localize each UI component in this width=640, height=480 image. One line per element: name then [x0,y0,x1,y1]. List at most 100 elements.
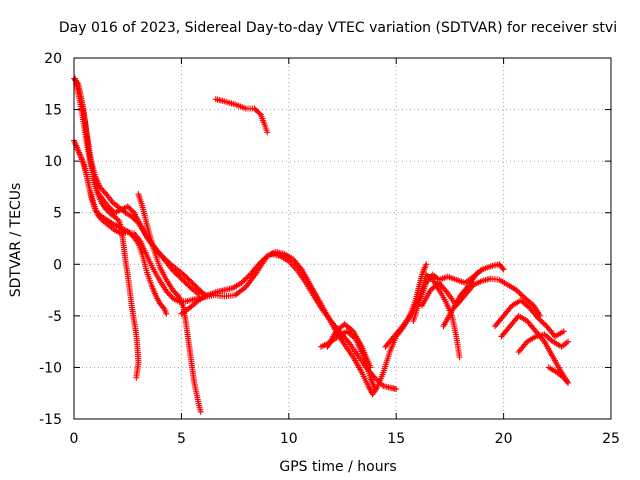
data-point [238,279,245,286]
data-point [255,261,262,268]
y-tick-label: 20 [44,51,62,67]
data-point [264,129,271,136]
x-tick-label: 20 [495,431,513,447]
data-point [374,377,381,384]
data-point [165,290,172,297]
data-point [537,317,544,324]
data-point [524,303,531,310]
data-point [500,266,507,273]
data-point [167,292,174,299]
data-point [542,321,549,328]
data-point [101,189,108,196]
x-axis-label: GPS time / hours [279,459,396,475]
y-tick-label: -10 [39,360,62,376]
y-tick-label: 15 [44,103,62,119]
data-point [516,289,523,296]
data-point [499,265,506,272]
data-point [173,291,180,298]
data-point [260,257,267,264]
data-point [536,316,543,323]
plot-frame [73,57,612,420]
series-arc-15 [440,266,486,330]
data-point [377,380,384,387]
data-point [539,319,546,326]
data-point [172,289,179,296]
data-point [534,314,541,321]
data-point [565,338,572,345]
mark-layer [71,75,572,415]
data-point [133,374,140,381]
data-point [563,378,570,385]
series-arc-18 [515,331,572,355]
data-point [423,261,430,268]
data-point [163,288,170,295]
data-point [194,298,201,305]
data-point [197,408,204,415]
data-point [195,291,202,298]
data-point [164,289,171,296]
data-point [565,379,572,386]
data-point [262,254,269,261]
data-point [174,292,181,299]
data-point [244,274,251,281]
y-tick-label: 0 [53,257,62,273]
data-point [540,320,547,327]
x-tick-label: 15 [387,431,405,447]
data-point [258,258,265,265]
data-point [261,255,268,262]
series-arc-14 [418,275,544,319]
data-point [519,292,526,299]
y-tick-label: 5 [53,206,62,222]
data-point [245,272,252,279]
data-point [517,291,524,298]
data-point [171,288,178,295]
data-point [97,215,104,222]
data-point [367,364,374,371]
data-point [560,328,567,335]
y-tick-label: -5 [48,309,62,325]
data-point [513,287,520,294]
data-point [242,275,249,282]
chart-title: Day 016 of 2023, Sidereal Day-to-day VTE… [59,20,617,36]
data-point [257,259,264,266]
x-tick-label: 25 [602,431,620,447]
x-tick-label: 5 [177,431,186,447]
series-arc-16 [492,297,567,340]
data-point [100,188,107,195]
data-point [373,376,380,383]
data-point [111,213,118,220]
data-point [163,310,170,317]
data-point [239,278,246,285]
data-point [99,186,106,193]
grid-layer [74,58,611,419]
data-point [456,354,463,361]
series-arc-8 [268,250,400,393]
data-point [103,206,110,213]
series-arc-6 [135,191,204,415]
series-arc-11 [212,96,271,136]
data-point [241,277,248,284]
y-tick-label: -15 [39,412,62,428]
data-point [520,293,527,300]
data-point [256,110,263,117]
series-arc-19 [545,364,572,386]
series-arc-7 [178,248,430,398]
series-arc-5 [73,80,142,381]
x-tick-label: 10 [280,431,298,447]
data-point [393,386,400,393]
y-axis-label: SDTVAR / TECUs [8,183,24,298]
data-point [376,378,383,385]
data-point [548,337,555,344]
data-point [104,207,111,214]
data-point [371,385,378,392]
series-arc-10 [324,321,374,371]
y-tick-label: 10 [44,154,62,170]
data-point [129,208,136,215]
data-point [514,288,521,295]
x-tick-label: 0 [70,431,79,447]
data-point [114,216,121,223]
data-point [378,381,385,388]
data-point [113,215,120,222]
data-point [160,304,167,311]
